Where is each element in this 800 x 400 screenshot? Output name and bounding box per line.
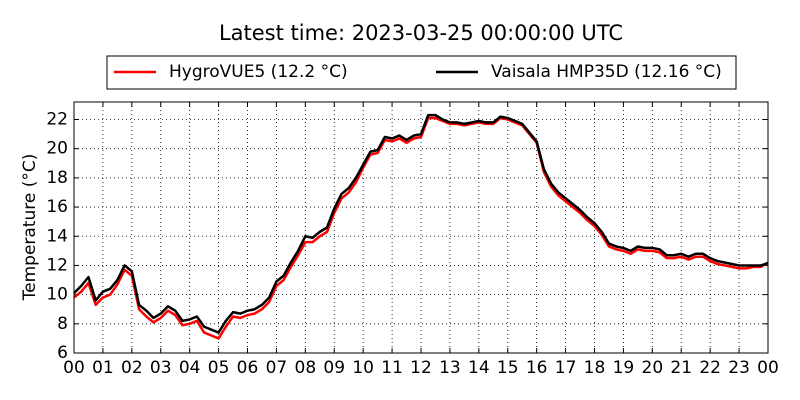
x-tick-label: 14 xyxy=(468,358,490,378)
x-tick-label: 06 xyxy=(237,358,259,378)
x-tick-label: 20 xyxy=(642,358,664,378)
x-tick-label: 01 xyxy=(92,358,114,378)
x-tick-label: 18 xyxy=(584,358,606,378)
x-tick-label: 10 xyxy=(352,358,374,378)
x-tick-label: 12 xyxy=(410,358,432,378)
x-tick-label: 19 xyxy=(613,358,635,378)
x-tick-label: 02 xyxy=(121,358,143,378)
x-tick-label: 22 xyxy=(699,358,721,378)
x-tick-label: 07 xyxy=(266,358,288,378)
y-tick-label: 10 xyxy=(46,285,68,305)
x-tick-label: 13 xyxy=(439,358,461,378)
x-tick-label: 15 xyxy=(497,358,519,378)
x-tick-label: 04 xyxy=(179,358,201,378)
y-tick-label: 20 xyxy=(46,139,68,159)
plot-frame xyxy=(73,101,769,354)
legend-box xyxy=(106,55,737,90)
y-axis-label: Temperature (°C) xyxy=(20,154,40,302)
data-line xyxy=(73,113,769,334)
data-line xyxy=(73,116,769,340)
y-tick-label: 8 xyxy=(57,314,68,334)
y-tick-label: 12 xyxy=(46,255,68,275)
y-tick-label: 18 xyxy=(46,168,68,188)
y-tick-label: 16 xyxy=(46,197,68,217)
x-tick-label: 03 xyxy=(150,358,172,378)
legend-label: Vaisala HMP35D (12.16 °C) xyxy=(491,62,722,82)
x-tick-label: 23 xyxy=(728,358,750,378)
x-tick-label: 09 xyxy=(323,358,345,378)
x-tick-label: 05 xyxy=(208,358,230,378)
x-tick-label: 16 xyxy=(526,358,548,378)
x-tick-label: 11 xyxy=(381,358,403,378)
x-tick-label: 08 xyxy=(295,358,317,378)
x-tick-label: 00 xyxy=(757,358,779,378)
x-tick-label: 00 xyxy=(63,358,85,378)
y-tick-label: 6 xyxy=(57,343,68,363)
legend: HygroVUE5 (12.2 °C) Vaisala HMP35D (12.16… xyxy=(106,55,737,90)
x-tick-label: 21 xyxy=(670,358,692,378)
chart-title: Latest time: 2023-03-25 00:00:00 UTC xyxy=(219,21,623,45)
x-tick-label: 17 xyxy=(555,358,577,378)
y-tick-label: 22 xyxy=(46,110,68,130)
legend-label: HygroVUE5 (12.2 °C) xyxy=(169,62,348,82)
y-tick-label: 14 xyxy=(46,226,68,246)
